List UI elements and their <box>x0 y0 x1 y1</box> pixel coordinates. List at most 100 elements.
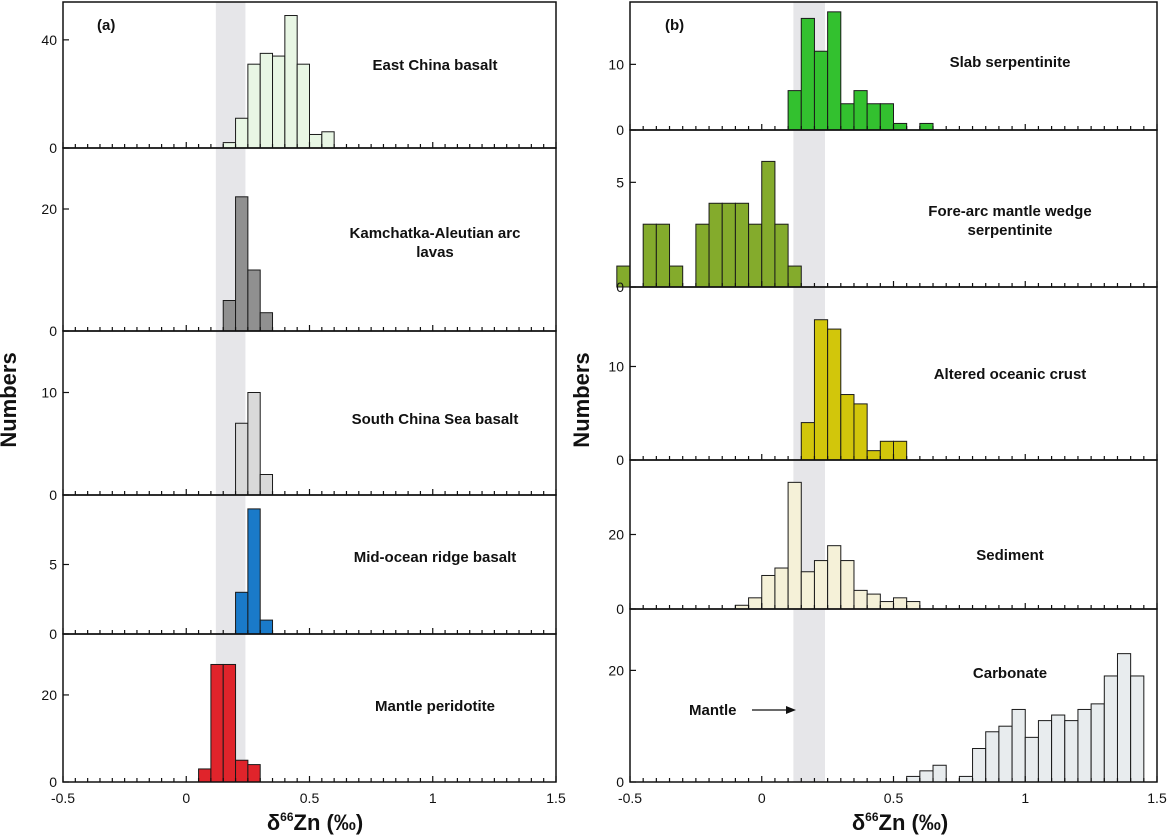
subplot-label-kamchatka-aleutian-arc-lavas: Kamchatka-Aleutian arc lavas <box>350 225 521 261</box>
bar-sediment-12 <box>893 597 908 610</box>
bar-fore-arc-mantle-wedge-serpentinite-3 <box>669 265 684 288</box>
bar-sediment-1 <box>748 597 763 610</box>
bar-carbonate-13 <box>1090 703 1105 783</box>
y-tick-label-altered-oceanic-crust-1: 10 <box>608 358 624 374</box>
bar-sediment-5 <box>800 571 815 610</box>
x-tick-label-a-4: 1.5 <box>546 790 566 806</box>
bar-fore-arc-mantle-wedge-serpentinite-2 <box>655 223 671 288</box>
bar-east-china-basalt-1 <box>235 117 249 149</box>
x-tick-label-a-1: 0 <box>182 790 190 806</box>
bar-mantle-peridotite-0 <box>198 768 212 783</box>
y-tick-label-east-china-basalt-0: 0 <box>49 140 57 156</box>
bar-carbonate-10 <box>1051 714 1066 783</box>
x-tick-label-b-1: 0 <box>758 790 766 806</box>
x-tick-label-a-2: 0.5 <box>300 790 320 806</box>
bar-carbonate-7 <box>1011 708 1026 783</box>
bar-sediment-2 <box>761 574 776 610</box>
y-tick-label-mantle-peridotite-0: 0 <box>49 774 57 790</box>
bar-mid-ocean-ridge-basalt-1 <box>247 508 261 635</box>
x-axis-title-b: δ66Zn (‰) <box>852 810 948 835</box>
subplot-frame-sediment <box>629 459 1158 610</box>
subplot-label-altered-oceanic-crust: Altered oceanic crust <box>934 366 1087 383</box>
x-axis-title-a: δ66Zn (‰) <box>267 810 363 835</box>
bar-fore-arc-mantle-wedge-serpentinite-9 <box>761 160 776 288</box>
bar-altered-oceanic-crust-2 <box>827 328 842 461</box>
y-tick-label-sediment-1: 20 <box>608 527 624 543</box>
mantle-annotation-label: Mantle <box>689 702 737 719</box>
y-tick-label-mid-ocean-ridge-basalt-1: 5 <box>49 557 57 573</box>
subplot-label-slab-serpentinite: Slab serpentinite <box>950 54 1071 71</box>
bar-altered-oceanic-crust-5 <box>866 450 881 461</box>
bar-fore-arc-mantle-wedge-serpentinite-6 <box>721 202 736 288</box>
bar-carbonate-8 <box>1024 736 1039 783</box>
bar-mid-ocean-ridge-basalt-2 <box>259 619 274 635</box>
bar-mantle-peridotite-2 <box>222 663 237 783</box>
bar-east-china-basalt-3 <box>259 52 274 149</box>
subplot-label-mid-ocean-ridge-basalt: Mid-ocean ridge basalt <box>354 549 517 566</box>
bar-sediment-3 <box>774 567 789 610</box>
bar-carbonate-4 <box>972 748 987 783</box>
bar-kamchatka-aleutian-arc-lavas-3 <box>259 312 274 332</box>
bar-south-china-sea-basalt-1 <box>247 392 261 496</box>
bar-mid-ocean-ridge-basalt-0 <box>235 591 249 635</box>
x-tick-label-b-2: 0.5 <box>884 790 904 806</box>
bar-slab-serpentinite-4 <box>840 103 855 131</box>
bar-sediment-11 <box>879 601 895 610</box>
y-tick-label-south-china-sea-basalt-0: 0 <box>49 487 57 503</box>
y-tick-label-carbonate-0: 0 <box>616 774 624 790</box>
y-tick-label-east-china-basalt-1: 40 <box>41 32 57 48</box>
bar-carbonate-3 <box>958 775 974 783</box>
bar-altered-oceanic-crust-6 <box>879 440 895 461</box>
mantle-annotation: Mantle <box>689 702 796 719</box>
bar-carbonate-11 <box>1064 720 1079 783</box>
bar-east-china-basalt-5 <box>284 15 298 149</box>
bar-sediment-10 <box>866 593 881 610</box>
bar-altered-oceanic-crust-4 <box>853 403 868 461</box>
y-tick-label-fore-arc-mantle-wedge-serpentinite-0: 0 <box>616 279 624 295</box>
y-tick-label-kamchatka-aleutian-arc-lavas-0: 0 <box>49 323 57 339</box>
subplot-label-carbonate: Carbonate <box>973 665 1047 682</box>
bar-fore-arc-mantle-wedge-serpentinite-7 <box>734 202 750 288</box>
subplot-label-mantle-peridotite: Mantle peridotite <box>375 698 495 715</box>
bar-fore-arc-mantle-wedge-serpentinite-5 <box>708 202 723 288</box>
bar-kamchatka-aleutian-arc-lavas-1 <box>235 196 249 332</box>
y-tick-label-south-china-sea-basalt-1: 10 <box>41 385 57 401</box>
y-tick-label-kamchatka-aleutian-arc-lavas-1: 20 <box>41 201 57 217</box>
y-tick-label-mid-ocean-ridge-basalt-0: 0 <box>49 626 57 642</box>
y-tick-label-altered-oceanic-crust-0: 0 <box>616 452 624 468</box>
bar-altered-oceanic-crust-1 <box>813 319 829 461</box>
bar-east-china-basalt-4 <box>272 55 286 149</box>
y-tick-label-fore-arc-mantle-wedge-serpentinite-1: 5 <box>616 174 624 190</box>
bar-altered-oceanic-crust-7 <box>893 440 908 461</box>
bar-fore-arc-mantle-wedge-serpentinite-1 <box>642 223 657 288</box>
bar-carbonate-16 <box>1130 675 1145 783</box>
bar-fore-arc-mantle-wedge-serpentinite-8 <box>748 223 763 288</box>
y-tick-label-slab-serpentinite-0: 0 <box>616 122 624 138</box>
bar-south-china-sea-basalt-2 <box>259 474 274 496</box>
bar-carbonate-14 <box>1103 675 1118 783</box>
panel-label-a: (a) <box>97 17 115 34</box>
bar-slab-serpentinite-1 <box>800 17 815 131</box>
bar-kamchatka-aleutian-arc-lavas-0 <box>222 300 237 332</box>
x-tick-label-b-0: -0.5 <box>618 790 642 806</box>
bar-sediment-7 <box>827 545 842 610</box>
panel-a: 0 40 East China basalt 0 20 Kamchatka-Aleutia… <box>0 1 566 835</box>
bar-mantle-peridotite-3 <box>235 759 249 783</box>
bar-slab-serpentinite-9 <box>919 122 934 131</box>
bar-slab-serpentinite-2 <box>813 50 829 131</box>
mantle-arrow-head <box>786 706 796 714</box>
bar-mantle-peridotite-4 <box>247 764 261 783</box>
y-tick-label-carbonate-1: 20 <box>608 662 624 678</box>
bar-carbonate-9 <box>1037 720 1053 783</box>
bar-sediment-4 <box>787 481 802 610</box>
bar-carbonate-0 <box>906 775 921 783</box>
bar-sediment-8 <box>840 560 855 610</box>
subplot-label-sediment: Sediment <box>976 547 1044 564</box>
bar-east-china-basalt-8 <box>321 131 335 149</box>
bar-fore-arc-mantle-wedge-serpentinite-10 <box>774 223 789 288</box>
bar-east-china-basalt-2 <box>247 63 261 149</box>
bar-east-china-basalt-7 <box>309 133 323 149</box>
bar-altered-oceanic-crust-0 <box>800 422 815 461</box>
x-tick-label-b-4: 1.5 <box>1147 790 1167 806</box>
